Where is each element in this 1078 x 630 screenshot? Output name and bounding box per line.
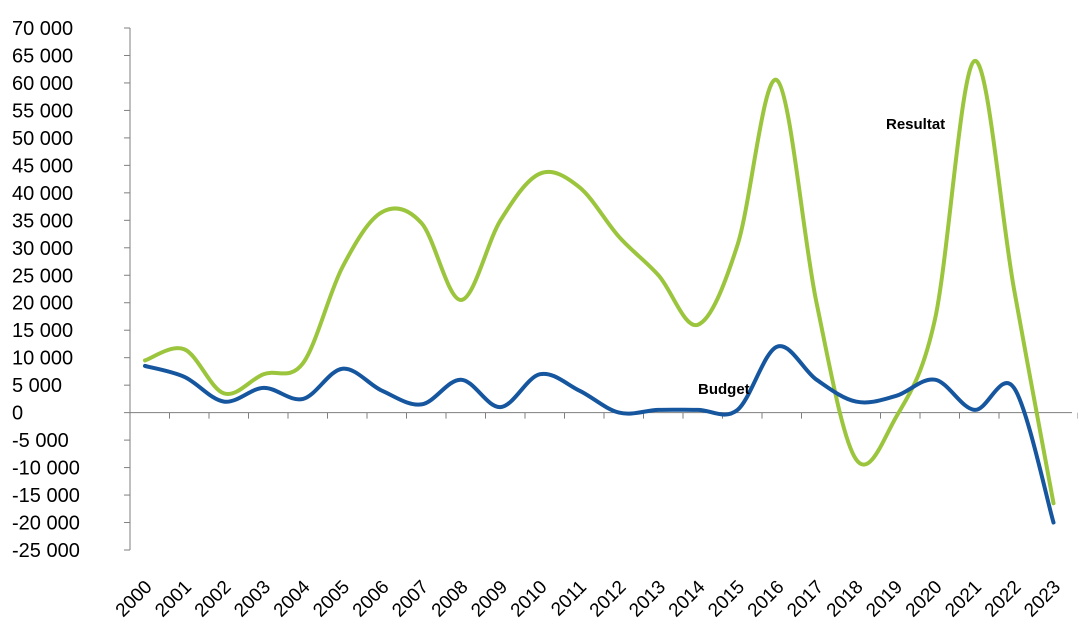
- x-tick-label: 2000: [112, 577, 157, 622]
- x-tick-label: 2020: [902, 577, 947, 622]
- y-tick-label: -10 000: [12, 458, 80, 480]
- y-tick-label: 50 000: [12, 128, 73, 150]
- y-tick-label: 5 000: [12, 375, 62, 397]
- x-tick-label: 2018: [823, 577, 868, 622]
- series-label-budget: Budget: [698, 381, 750, 398]
- y-tick-label: -25 000: [12, 540, 80, 562]
- y-axis: 70 000 65 000 60 000 55 000 50 000 45 000 40 0…: [12, 18, 131, 562]
- x-tick-label: 2008: [428, 577, 473, 622]
- x-tick-label: 2019: [862, 577, 907, 622]
- x-tick-label: 2021: [941, 577, 986, 622]
- y-tick-label: 65 000: [12, 45, 73, 67]
- x-tick-label: 2012: [586, 577, 631, 622]
- y-tick-label: 25 000: [12, 265, 73, 287]
- y-tick-label: 30 000: [12, 238, 73, 260]
- y-tick-label: -20 000: [12, 513, 80, 535]
- series-lines: [143, 58, 1056, 525]
- x-axis: 2000200120022003200420052006200720082009…: [112, 412, 1078, 622]
- y-tick-label: 20 000: [12, 293, 73, 315]
- y-tick-label: -5 000: [12, 430, 69, 452]
- x-tick-label: 2011: [547, 577, 591, 621]
- y-tick-label: 15 000: [12, 320, 73, 342]
- x-tick-label: 2003: [230, 577, 275, 622]
- x-tick-label: 2006: [349, 577, 394, 622]
- y-tick-label: 10 000: [12, 348, 73, 370]
- y-tick-label: -15 000: [12, 485, 80, 507]
- series-line-budget: [143, 344, 1056, 525]
- x-tick-label: 2004: [270, 576, 315, 621]
- x-tick-label: 2005: [309, 577, 354, 622]
- y-tick-label: 0: [12, 403, 23, 425]
- x-tick-label: 2001: [151, 577, 196, 622]
- y-tick-label: 45 000: [12, 155, 73, 177]
- series-label-resultat: Resultat: [886, 116, 945, 133]
- x-tick-label: 2013: [625, 577, 670, 622]
- x-tick-label: 2007: [388, 577, 433, 622]
- x-tick-label: 2023: [1020, 577, 1065, 622]
- x-tick-label: 2010: [507, 577, 552, 622]
- y-tick-label: 55 000: [12, 100, 73, 122]
- y-tick-label: 70 000: [12, 18, 73, 40]
- series-line-resultat: [143, 58, 1056, 506]
- x-tick-label: 2002: [191, 577, 236, 622]
- x-tick-label: 2016: [744, 577, 789, 622]
- x-tick-label: 2022: [981, 577, 1026, 622]
- y-tick-label: 60 000: [12, 73, 73, 95]
- x-tick-label: 2014: [665, 576, 710, 621]
- x-tick-label: 2015: [704, 577, 749, 622]
- y-tick-label: 40 000: [12, 183, 73, 205]
- x-tick-label: 2009: [467, 577, 512, 622]
- x-tick-label: 2017: [783, 577, 828, 622]
- y-tick-label: 35 000: [12, 210, 73, 232]
